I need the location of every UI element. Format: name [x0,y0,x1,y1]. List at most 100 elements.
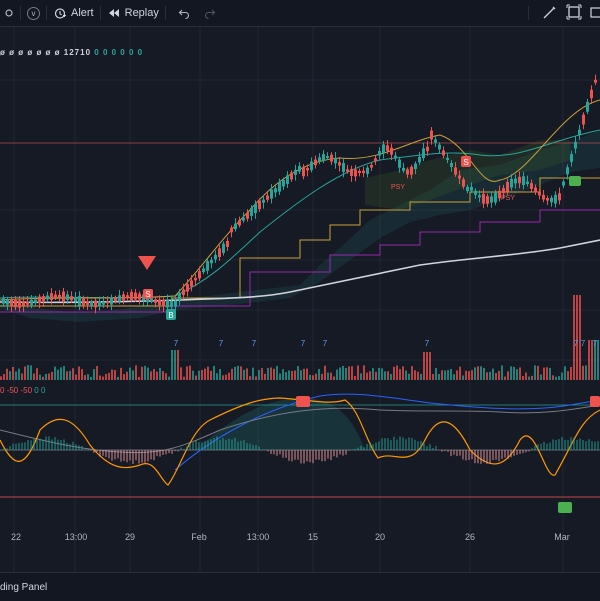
candle-body [214,255,217,259]
x-axis-label: 13:00 [65,532,88,542]
trading-panel-tab[interactable]: ding Panel [0,582,47,593]
histogram-bar [156,450,158,456]
volume-bar [357,365,359,380]
volume-bar [36,368,38,380]
candle-body [122,294,125,300]
candle-body [422,148,425,158]
histogram-bar [594,442,596,450]
volume-bar [252,368,254,380]
histogram-bar [30,440,32,450]
volume-bar [585,365,587,380]
histogram-bar [465,450,467,460]
volume-bar [516,369,518,380]
candle-body [38,297,41,303]
candle-body [298,166,301,172]
candle-body [158,300,161,306]
undo-button[interactable] [178,0,190,26]
volume-bar [78,366,80,380]
candle-body [542,195,545,200]
volume-bar [186,366,188,380]
osc-legend-value: 0 [41,386,45,395]
redo-button[interactable] [204,0,216,26]
volume-bar [240,366,242,380]
volume-bar [567,371,569,380]
histogram-bar [363,447,365,450]
volume-marker-label: 7 [219,339,224,348]
histogram-bar [102,450,104,456]
histogram-bar [348,450,350,451]
histogram-bar [126,450,128,462]
candle-body [134,293,137,300]
volume-bar [492,369,494,380]
candle-body [386,145,389,151]
candle-body [278,182,281,192]
histogram-bar [69,444,71,450]
candle-body [42,296,45,301]
rewind-icon [107,7,121,19]
volume-bar [72,368,74,380]
candle-body [118,295,121,301]
volume-bar [579,295,581,380]
histogram-bar [357,448,359,450]
volume-bar [114,370,116,380]
volume-bar [390,374,392,380]
candle-body [286,175,289,184]
volume-bar [0,376,2,380]
volume-bar [303,369,305,380]
candle-body [18,300,21,307]
candle-body [382,144,385,153]
candle-body [570,154,573,162]
volume-bar [429,352,431,380]
volume-bar [234,367,236,380]
candle-body [58,295,61,297]
histogram-bar [84,449,86,450]
volume-bar [366,373,368,380]
histogram-bar [273,450,275,454]
x-axis-label: Feb [191,532,207,542]
interval-dropdown-button[interactable]: v [27,0,40,26]
volume-bar [180,367,182,380]
alert-button[interactable]: Alert [53,0,94,26]
volume-bar [102,377,104,380]
fullscreen-icon[interactable] [566,4,582,20]
volume-bar [63,366,65,380]
histogram-bar [150,450,152,459]
histogram-bar [426,446,428,450]
candle-body [270,189,273,198]
histogram-bar [540,444,542,450]
volume-bar [342,366,344,380]
candle-body [14,300,17,307]
candle-body [186,284,189,291]
histogram-bar [552,439,554,450]
volume-bar [237,366,239,380]
histogram-bar [405,439,407,450]
volume-bar [519,367,521,380]
volume-bar [534,365,536,380]
volume-bar [45,374,47,380]
volume-bar [537,366,539,380]
volume-bar [399,369,401,380]
candle-body [442,150,445,155]
histogram-bar [297,450,299,460]
pen-tool-icon[interactable] [542,4,558,20]
histogram-bar [96,450,98,452]
candle-body [586,102,589,112]
camera-icon[interactable] [590,4,600,20]
histogram-bar [534,446,536,450]
volume-bar [162,371,164,380]
volume-bar [282,369,284,380]
volume-bar [507,371,509,380]
volume-bar [360,373,362,380]
replay-button[interactable]: Replay [107,0,159,26]
gear-icon[interactable] [4,0,14,26]
histogram-bar [309,450,311,462]
candle-body [226,241,229,247]
histogram-bar [567,440,569,450]
volume-bar [39,375,41,380]
candle-body [342,163,345,172]
histogram-bar [171,450,173,454]
histogram-bar [141,450,143,463]
candle-body [126,295,129,298]
candle-body [130,292,133,300]
